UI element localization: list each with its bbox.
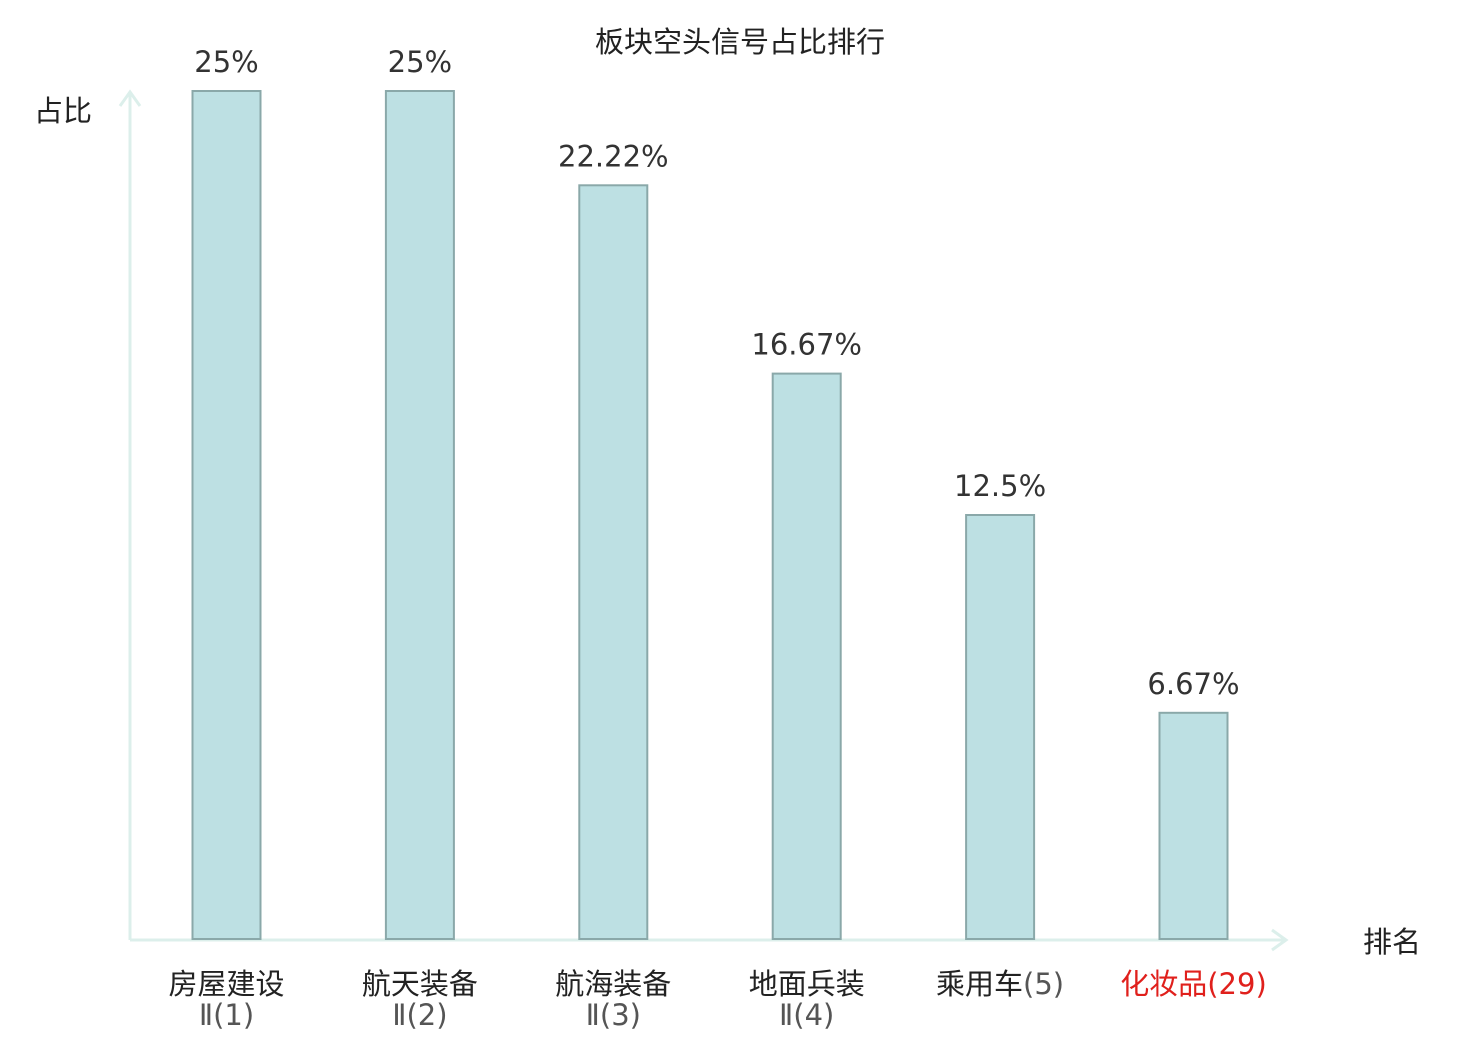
- x-axis: 排名: [130, 925, 1421, 959]
- bar-3: [578, 184, 649, 941]
- x-tick-rank-1: Ⅱ(1): [199, 998, 254, 1032]
- x-axis-title: 排名: [1363, 925, 1421, 959]
- value-label-1: 25%: [194, 45, 258, 79]
- value-label-5: 12.5%: [954, 469, 1046, 503]
- x-tick-rank-6: (29): [1207, 967, 1267, 1001]
- bars-group: [191, 90, 1229, 941]
- x-tick-name-3: 航海装备: [555, 967, 671, 1001]
- x-axis-arrow: [1271, 928, 1289, 952]
- bar-6: [1158, 711, 1229, 940]
- x-tick-label-5: 乘用车(5): [936, 967, 1064, 1001]
- value-label-2: 25%: [388, 45, 452, 79]
- bar-2: [384, 90, 455, 940]
- x-tick-rank-5: (5): [1023, 967, 1064, 1001]
- x-tick-name-1: 房屋建设: [168, 967, 284, 1001]
- x-tick-name-6: 化妆品: [1120, 967, 1207, 1001]
- x-tick-rank-4: Ⅱ(4): [779, 998, 834, 1032]
- x-tick-name-5: 乘用车: [936, 967, 1023, 1001]
- y-axis: 占比: [34, 89, 142, 940]
- value-label-3: 22.22%: [558, 139, 669, 173]
- bar-1: [191, 90, 262, 940]
- x-tick-name-2: 航天装备: [362, 967, 478, 1001]
- value-labels-group: 25% 25% 22.22% 16.67% 12.5% 6.67%: [194, 45, 1239, 701]
- x-tick-label-6: 化妆品(29): [1120, 967, 1267, 1001]
- bar-4: [771, 372, 842, 941]
- value-label-6: 6.67%: [1147, 667, 1239, 701]
- chart-title: 板块空头信号占比排行: [595, 25, 885, 59]
- x-tick-text-6: 化妆品(29): [1120, 967, 1267, 1001]
- x-tick-text-5: 乘用车(5): [936, 967, 1064, 1001]
- value-label-4: 16.67%: [751, 328, 862, 362]
- x-tick-name-4: 地面兵装: [749, 967, 865, 1001]
- y-axis-arrow: [118, 89, 142, 107]
- y-axis-title: 占比: [34, 94, 92, 128]
- bar-5: [965, 514, 1036, 940]
- x-tick-rank-2: Ⅱ(2): [392, 998, 447, 1032]
- x-tick-rank-3: Ⅱ(3): [586, 998, 641, 1032]
